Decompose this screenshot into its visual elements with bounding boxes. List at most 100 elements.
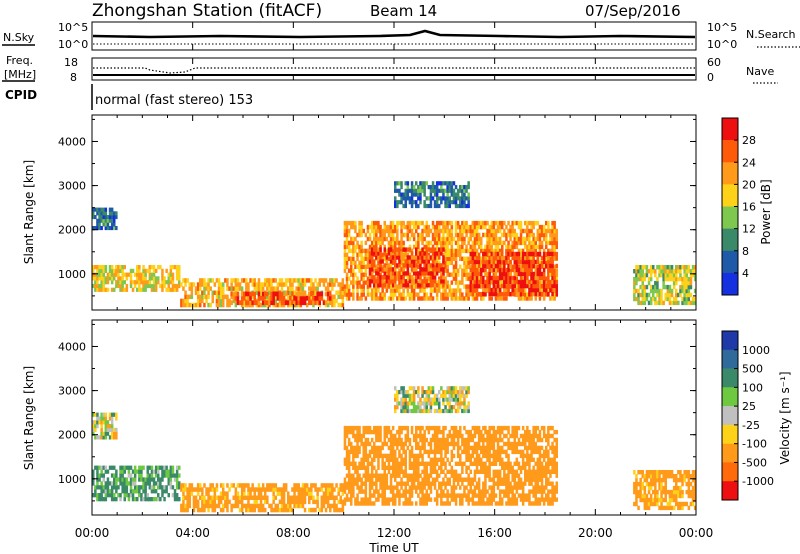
heatmap-cell xyxy=(94,276,97,281)
heatmap-cell xyxy=(446,192,449,197)
heatmap-cell xyxy=(280,282,284,287)
heatmap-cell xyxy=(448,272,451,277)
heatmap-cell xyxy=(299,295,303,301)
heatmap-cell xyxy=(104,280,108,285)
heatmap-cell xyxy=(385,453,389,459)
heatmap-cell xyxy=(354,236,357,242)
heatmap-cell xyxy=(440,263,443,268)
heatmap-cell xyxy=(368,493,372,498)
heatmap-cell xyxy=(391,453,395,459)
heatmap-cell xyxy=(427,224,431,230)
heatmap-cell xyxy=(519,259,523,265)
heatmap-cell xyxy=(488,433,491,439)
heatmap-cell xyxy=(482,283,485,289)
heatmap-cell xyxy=(444,288,447,293)
heatmap-cell xyxy=(396,465,399,470)
heatmap-cell xyxy=(394,181,397,186)
heatmap-cell xyxy=(199,298,202,304)
heatmap-cell xyxy=(408,196,412,201)
heatmap-cell xyxy=(475,224,479,230)
heatmap-cell xyxy=(467,276,470,281)
heatmap-cell xyxy=(536,267,540,273)
heatmap-cell xyxy=(433,203,437,209)
heatmap-cell xyxy=(484,437,487,443)
heatmap-cell xyxy=(98,268,101,273)
heatmap-cell xyxy=(92,265,95,270)
heatmap-cell xyxy=(433,271,437,276)
heatmap-cell xyxy=(131,287,135,292)
heatmap-cell xyxy=(148,272,152,277)
heatmap-cell xyxy=(253,291,256,297)
heatmap-cell xyxy=(549,260,552,265)
heatmap-cell xyxy=(274,278,277,283)
heatmap-cell xyxy=(209,483,212,488)
heatmap-cell xyxy=(259,495,263,500)
heatmap-cell xyxy=(133,280,137,285)
heatmap-cell xyxy=(301,282,305,287)
heatmap-cell xyxy=(503,287,506,293)
heatmap-cell xyxy=(387,244,391,250)
heatmap-cell xyxy=(670,300,674,306)
heatmap-cell xyxy=(343,481,347,486)
heatmap-cell xyxy=(467,240,470,246)
heatmap-cell xyxy=(526,228,529,234)
heatmap-cell xyxy=(343,433,347,439)
heatmap-cell xyxy=(102,265,105,270)
heatmap-cell xyxy=(435,232,439,238)
heatmap-cell xyxy=(534,220,537,226)
heatmap-cell xyxy=(370,437,374,443)
heatmap-cell xyxy=(238,300,242,306)
heatmap-cell xyxy=(192,495,196,500)
heatmap-cell xyxy=(433,497,437,502)
heatmap-cell xyxy=(308,286,311,291)
heatmap-cell xyxy=(486,449,489,455)
heatmap-cell xyxy=(199,286,202,291)
heatmap-cell xyxy=(167,287,170,292)
heatmap-cell xyxy=(471,271,475,277)
heatmap-cell xyxy=(511,244,514,250)
heatmap-cell xyxy=(358,252,361,257)
heatmap-cell xyxy=(238,483,242,488)
heatmap-cell xyxy=(494,228,498,234)
heatmap-cell xyxy=(675,288,678,294)
heatmap-cell xyxy=(146,481,149,486)
heatmap-cell xyxy=(230,278,233,283)
heatmap-cell xyxy=(375,271,378,276)
heatmap-cell xyxy=(381,279,384,284)
heatmap-cell xyxy=(452,425,456,431)
heatmap-cell xyxy=(356,252,359,257)
heatmap-cell xyxy=(454,485,458,490)
heatmap-cell xyxy=(482,461,485,466)
heatmap-cell xyxy=(459,224,462,230)
heatmap-cell xyxy=(106,276,110,281)
heatmap-cell xyxy=(362,481,365,486)
heatmap-cell xyxy=(433,240,437,246)
heatmap-cell xyxy=(142,276,145,281)
heatmap-cell xyxy=(490,268,493,273)
colorbar-tick-label: 24 xyxy=(742,156,756,169)
heatmap-cell xyxy=(452,296,456,301)
heatmap-cell xyxy=(442,188,445,193)
heatmap-cell xyxy=(398,437,401,443)
heatmap-cell xyxy=(123,485,126,490)
heatmap-cell xyxy=(236,495,240,500)
heatmap-cell xyxy=(345,276,349,281)
heatmap-cell xyxy=(517,220,521,226)
heatmap-cell xyxy=(496,279,500,285)
heatmap-cell xyxy=(406,236,410,242)
heatmap-cell xyxy=(249,278,252,283)
heatmap-cell xyxy=(157,485,160,490)
heatmap-cell xyxy=(477,441,481,447)
heatmap-cell xyxy=(373,481,376,486)
heatmap-cell xyxy=(383,251,386,256)
heatmap-cell xyxy=(417,271,420,276)
heatmap-cell xyxy=(360,268,363,273)
heatmap-cell xyxy=(345,449,349,455)
heatmap-cell xyxy=(511,232,514,238)
heatmap-cell xyxy=(360,228,363,234)
heatmap-cell xyxy=(433,255,437,260)
heatmap-cell xyxy=(480,271,483,277)
heatmap-cell xyxy=(511,291,514,297)
heatmap-cell xyxy=(482,489,485,494)
heatmap-cell xyxy=(511,248,514,254)
